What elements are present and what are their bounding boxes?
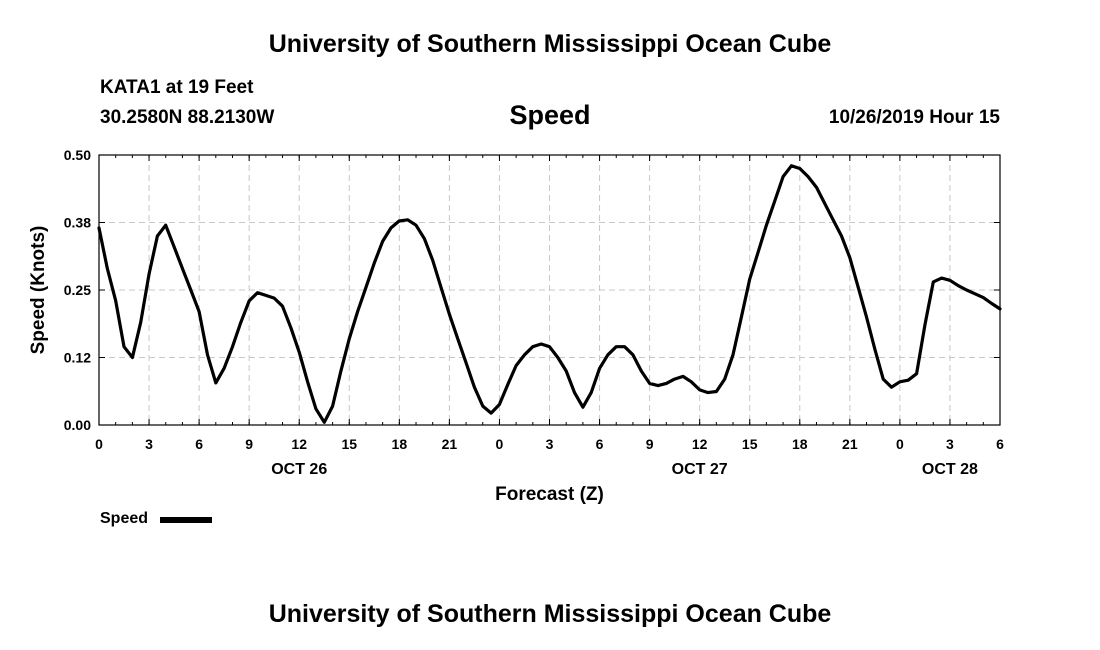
x-axis-label: Forecast (Z) bbox=[495, 484, 604, 505]
x-tick-label: 12 bbox=[291, 436, 307, 452]
y-tick-label: 0.50 bbox=[64, 147, 91, 163]
x-tick-label: 12 bbox=[692, 436, 708, 452]
legend-label: Speed bbox=[100, 510, 149, 527]
coordinates-label: 30.2580N 88.2130W bbox=[100, 107, 275, 128]
header-title: University of Southern Mississippi Ocean… bbox=[268, 30, 832, 58]
series-line-speed bbox=[97, 164, 1002, 424]
x-tick-label: 3 bbox=[145, 436, 153, 452]
x-tick-label: 9 bbox=[646, 436, 654, 452]
legend-swatch bbox=[160, 517, 212, 523]
x-tick-label: 15 bbox=[742, 436, 758, 452]
date-label: OCT 27 bbox=[672, 461, 728, 478]
x-tick-label: 21 bbox=[442, 436, 458, 452]
chart-title: Speed bbox=[509, 100, 591, 130]
datetime-label: 10/26/2019 Hour 15 bbox=[828, 107, 1000, 128]
plot-frame bbox=[98, 154, 1001, 426]
y-tick-label: 0.38 bbox=[64, 215, 91, 231]
y-tick-label: 0.25 bbox=[64, 282, 91, 298]
x-tick-label: 21 bbox=[842, 436, 858, 452]
x-tick-label: 3 bbox=[546, 436, 554, 452]
y-tick-label: 0.12 bbox=[64, 350, 91, 366]
y-tick-label: 0.00 bbox=[64, 417, 91, 433]
station-label: KATA1 at 19 Feet bbox=[100, 77, 254, 98]
x-tick-label: 6 bbox=[596, 436, 604, 452]
footer-title: University of Southern Mississippi Ocean… bbox=[268, 600, 832, 628]
x-tick-label: 0 bbox=[95, 436, 103, 452]
x-tick-label: 18 bbox=[792, 436, 808, 452]
x-tick-label: 15 bbox=[341, 436, 357, 452]
x-tick-label: 0 bbox=[496, 436, 504, 452]
x-tick-label: 0 bbox=[896, 436, 904, 452]
x-tick-label: 6 bbox=[996, 436, 1004, 452]
date-label: OCT 28 bbox=[922, 461, 978, 478]
x-tick-label: 9 bbox=[245, 436, 253, 452]
x-tick-label: 6 bbox=[195, 436, 203, 452]
x-tick-label: 18 bbox=[392, 436, 408, 452]
x-tick-label: 3 bbox=[946, 436, 954, 452]
y-axis-label: Speed (Knots) bbox=[28, 226, 49, 355]
date-label: OCT 26 bbox=[271, 461, 327, 478]
